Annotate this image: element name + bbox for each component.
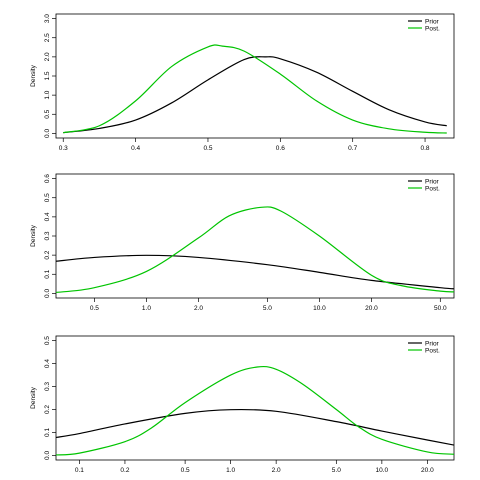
panel-2-series-post-line <box>56 206 454 294</box>
panel-1-y-tick-label: 1.5 <box>44 71 51 80</box>
panel-2-y-tick-label: 0.0 <box>44 289 51 298</box>
panel-2-x-tick-label: 0.5 <box>90 305 99 312</box>
panel-2-series-prior-line <box>56 254 454 290</box>
panel-1-frame <box>55 13 455 139</box>
panel-3: 0.1 0.2 0.5 1.0 2.0 5.0 10.0 20.0 0.0 0.1 0.2 0.3 0.… <box>30 335 455 474</box>
panel-1-y-tick-label: 1.0 <box>44 90 51 99</box>
panel-3-series-post-line <box>56 365 454 456</box>
panel-2-x-tick-label: 50.0 <box>434 305 447 312</box>
panel-2-frame <box>55 173 455 299</box>
panel-3-x-tick-label: 0.5 <box>181 467 190 474</box>
panel-3-y-tick-label: 0.4 <box>44 359 51 368</box>
panel-1-series-post-line <box>63 44 447 134</box>
panel-3-y-tick-label: 0.1 <box>44 428 51 437</box>
panel-1: 0.3 0.4 0.5 0.6 0.7 0.8 0.0 0.5 1.0 1.5 2.0 2.5 3.0 D… <box>30 13 455 152</box>
panel-2: 0.5 1.0 2.0 5.0 10.0 20.0 50.0 0.0 0.1 0.2 0.3 0.4 0… <box>30 173 455 312</box>
panel-3-y-axis-title: Density <box>30 386 37 408</box>
panel-2-x-tick-label: 20.0 <box>365 305 378 312</box>
panel-3-x-tick-label: 10.0 <box>376 467 389 474</box>
panel-3-x-tick-label: 1.0 <box>226 467 235 474</box>
panel-1-y-tick-label: 0.5 <box>44 109 51 118</box>
panel-2-x-tick-label: 1.0 <box>142 305 151 312</box>
panel-1-y-tick-label: 0.0 <box>44 129 51 138</box>
panel-1-x-tick-label: 0.6 <box>276 145 285 152</box>
panel-3-y-tick-label: 0.0 <box>44 451 51 460</box>
panel-3-frame <box>55 335 455 461</box>
panel-3-x-tick-label: 0.2 <box>120 467 129 474</box>
panel-1-legend-label: Post. <box>425 25 440 32</box>
panel-1-x-tick-label: 0.8 <box>421 145 430 152</box>
panel-2-y-tick-label: 0.2 <box>44 250 51 259</box>
panel-3-y-tick-label: 0.5 <box>44 336 51 345</box>
panel-2-y-tick-label: 0.6 <box>44 174 51 183</box>
panel-1-x-tick-label: 0.3 <box>59 145 68 152</box>
panel-1-y-tick-label: 3.0 <box>44 14 51 23</box>
panel-2-y-tick-label: 0.4 <box>44 212 51 221</box>
panel-1-y-tick-label: 2.5 <box>44 33 51 42</box>
panel-1-series-prior-line <box>63 56 447 134</box>
panel-3-legend-label: Prior <box>425 340 440 347</box>
panel-3-x-tick-label: 0.1 <box>75 467 84 474</box>
panel-1-y-tick-label: 2.0 <box>44 52 51 61</box>
panel-2-y-tick-label: 0.1 <box>44 269 51 278</box>
panel-3-series-prior-line <box>56 408 454 446</box>
panel-3-x-tick-label: 2.0 <box>272 467 281 474</box>
panel-2-y-tick-label: 0.5 <box>44 193 51 202</box>
panel-1-legend-label: Prior <box>425 18 440 25</box>
panel-2-legend-label: Post. <box>425 185 440 192</box>
panel-2-x-tick-label: 2.0 <box>194 305 203 312</box>
panel-3-y-tick-label: 0.3 <box>44 382 51 391</box>
panel-3-x-tick-label: 5.0 <box>332 467 341 474</box>
panel-1-x-tick-label: 0.5 <box>203 145 212 152</box>
panel-2-y-tick-label: 0.3 <box>44 231 51 240</box>
panel-3-x-tick-label: 20.0 <box>421 467 434 474</box>
panel-1-x-tick-label: 0.7 <box>348 145 357 152</box>
panel-1-x-tick-label: 0.4 <box>131 145 140 152</box>
panel-3-legend-label: Post. <box>425 347 440 354</box>
panel-2-x-tick-label: 5.0 <box>263 305 272 312</box>
panel-2-x-tick-label: 10.0 <box>313 305 326 312</box>
panel-1-y-axis-title: Density <box>30 64 37 86</box>
panel-2-legend-label: Prior <box>425 178 440 185</box>
panel-2-y-axis-title: Density <box>30 224 37 246</box>
panel-3-y-tick-label: 0.2 <box>44 405 51 414</box>
